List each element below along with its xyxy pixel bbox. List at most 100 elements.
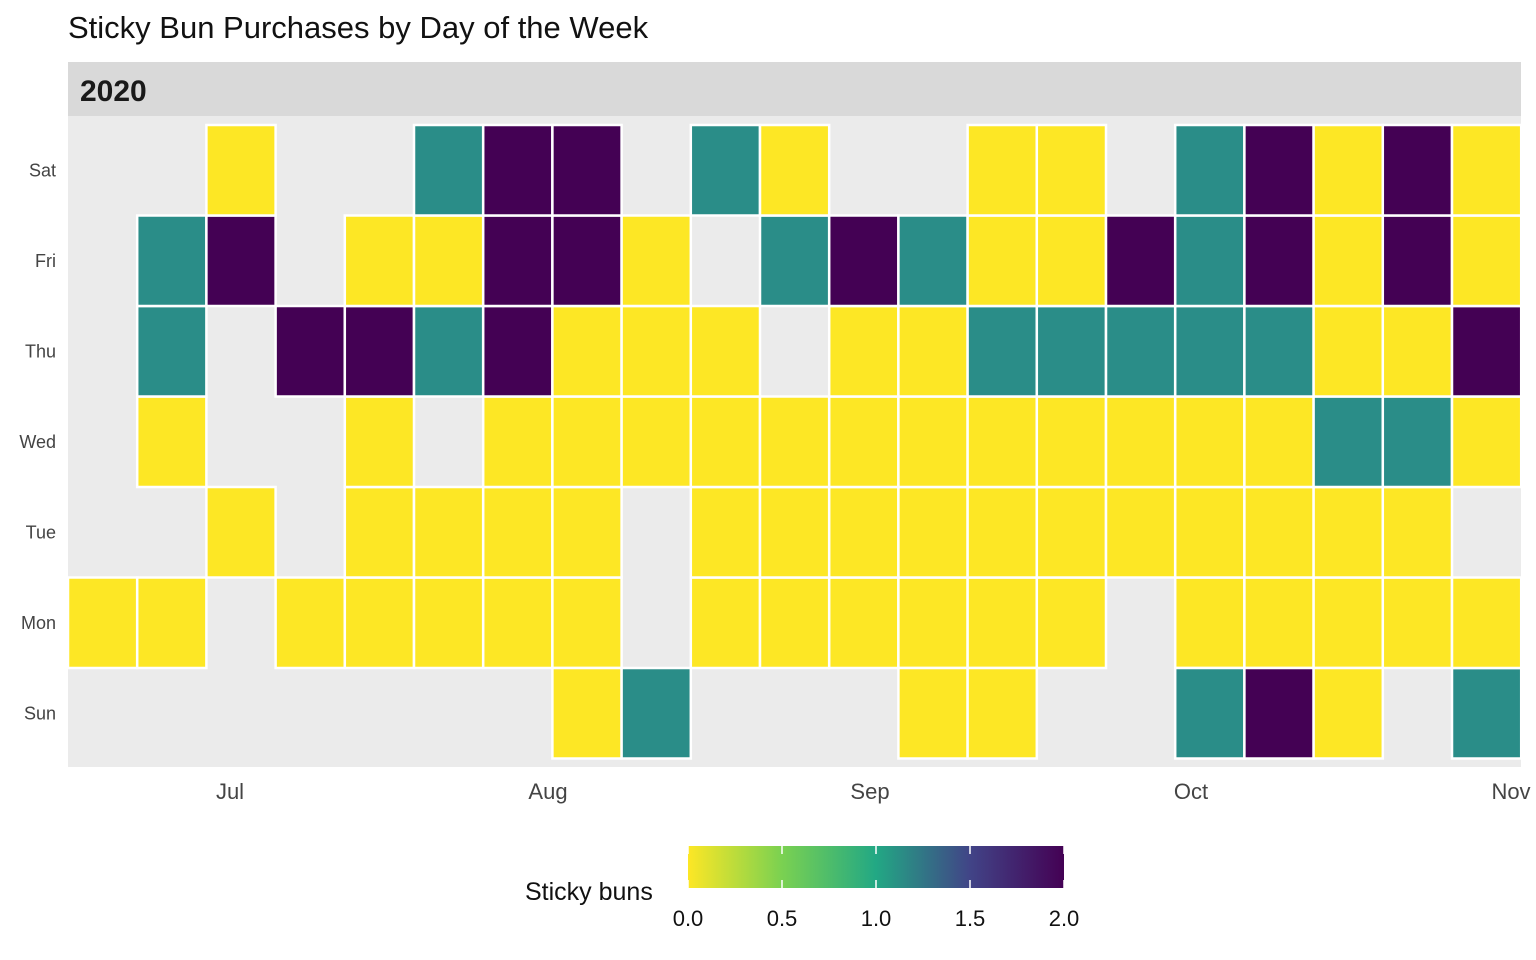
heatmap-tile — [966, 123, 1039, 217]
heatmap-tile — [897, 576, 969, 670]
heatmap-tile — [412, 485, 485, 579]
heatmap-tile — [966, 666, 1039, 760]
heatmap-tile — [412, 214, 485, 308]
heatmap-tile — [758, 395, 831, 489]
heatmap-tile — [343, 214, 416, 308]
heatmap-tile — [1243, 485, 1315, 579]
heatmap-tile — [966, 304, 1039, 398]
x-tick-label: Oct — [1174, 779, 1208, 804]
heatmap-tile — [966, 395, 1039, 489]
legend-title: Sticky buns — [525, 878, 653, 906]
heatmap-tile — [412, 576, 485, 670]
heatmap-tile — [1173, 214, 1246, 308]
heatmap-tile — [1243, 576, 1315, 670]
heatmap-tile — [1035, 123, 1108, 217]
heatmap-tile — [551, 214, 623, 308]
heatmap-tile — [1312, 485, 1385, 579]
heatmap-tile — [343, 395, 416, 489]
heatmap-tile — [1312, 123, 1385, 217]
heatmap-tile — [827, 304, 900, 398]
heatmap-tile — [1173, 576, 1246, 670]
heatmap-tile — [551, 485, 623, 579]
heatmap-tile — [551, 666, 623, 760]
heatmap-tile — [689, 123, 762, 217]
heatmap-tile — [827, 485, 900, 579]
heatmap-tile — [689, 485, 762, 579]
legend-tick-label: 1.5 — [955, 906, 986, 931]
heatmap-tile — [1104, 395, 1177, 489]
heatmap-tile — [689, 304, 762, 398]
x-tick-label: Jul — [216, 779, 244, 804]
heatmap-tile — [758, 485, 831, 579]
heatmap-tile — [1243, 304, 1315, 398]
heatmap-tile — [551, 123, 623, 217]
heatmap-tile — [135, 214, 208, 308]
facet-strip-label: 2020 — [80, 75, 147, 108]
heatmap-tile — [1381, 123, 1454, 217]
heatmap-tile — [343, 485, 416, 579]
color-legend: Sticky buns 0.0 0.5 1.0 1.5 2.0 — [525, 846, 1079, 931]
heatmap-tile — [620, 395, 693, 489]
heatmap-tile — [1173, 395, 1246, 489]
heatmap-tile — [1312, 214, 1385, 308]
heatmap-tile — [343, 304, 416, 398]
heatmap-tile — [827, 576, 900, 670]
heatmap-tile — [551, 395, 623, 489]
heatmap-tile — [205, 123, 277, 217]
heatmap-tile — [135, 576, 208, 670]
legend-tick-label: 2.0 — [1049, 906, 1080, 931]
y-tick-label: Sun — [24, 703, 56, 723]
y-tick-label: Tue — [26, 522, 56, 542]
heatmap-tile — [412, 304, 485, 398]
y-tick-label: Wed — [19, 432, 56, 452]
heatmap-tile — [1035, 485, 1108, 579]
y-tick-label: Fri — [35, 251, 56, 271]
x-tick-label: Sep — [850, 779, 889, 804]
heatmap-tile — [620, 214, 693, 308]
x-axis-tick-labels: Jul Aug Sep Oct Nov — [216, 779, 1531, 804]
x-tick-label: Nov — [1491, 779, 1530, 804]
heatmap-tile — [897, 666, 969, 760]
heatmap-tile — [1450, 304, 1523, 398]
heatmap-tile — [758, 576, 831, 670]
heatmap-tile — [1450, 666, 1523, 760]
heatmap-tile — [551, 576, 623, 670]
y-tick-label: Thu — [25, 341, 56, 361]
heatmap-tiles — [66, 123, 1523, 760]
heatmap-tile — [135, 395, 208, 489]
heatmap-tile — [135, 304, 208, 398]
heatmap-tile — [1450, 576, 1523, 670]
legend-tick-label: 0.5 — [767, 906, 798, 931]
heatmap-tile — [1035, 304, 1108, 398]
heatmap-tile — [1243, 666, 1315, 760]
heatmap-tile — [1381, 214, 1454, 308]
y-tick-label: Mon — [21, 613, 56, 633]
facet-strip — [68, 62, 1521, 116]
heatmap-tile — [412, 123, 485, 217]
heatmap-tile — [758, 123, 831, 217]
heatmap-tile — [1173, 304, 1246, 398]
heatmap-tile — [897, 214, 969, 308]
legend-tick-label: 0.0 — [673, 906, 704, 931]
heatmap-tile — [1381, 576, 1454, 670]
heatmap-tile — [481, 123, 554, 217]
heatmap-tile — [1450, 123, 1523, 217]
heatmap-tile — [689, 576, 762, 670]
heatmap-tile — [1104, 304, 1177, 398]
heatmap-tile — [1312, 576, 1385, 670]
heatmap-tile — [205, 485, 277, 579]
heatmap-tile — [1381, 395, 1454, 489]
heatmap-tile — [274, 304, 347, 398]
heatmap-tile — [1381, 304, 1454, 398]
heatmap-tile — [481, 395, 554, 489]
heatmap-tile — [1104, 485, 1177, 579]
heatmap-tile — [343, 576, 416, 670]
heatmap-tile — [481, 304, 554, 398]
heatmap-tile — [897, 395, 969, 489]
heatmap-tile — [481, 214, 554, 308]
legend-ticks: 0.0 0.5 1.0 1.5 2.0 — [673, 846, 1080, 931]
legend-tick-label: 1.0 — [861, 906, 892, 931]
heatmap-tile — [1035, 395, 1108, 489]
heatmap-tile — [205, 214, 277, 308]
